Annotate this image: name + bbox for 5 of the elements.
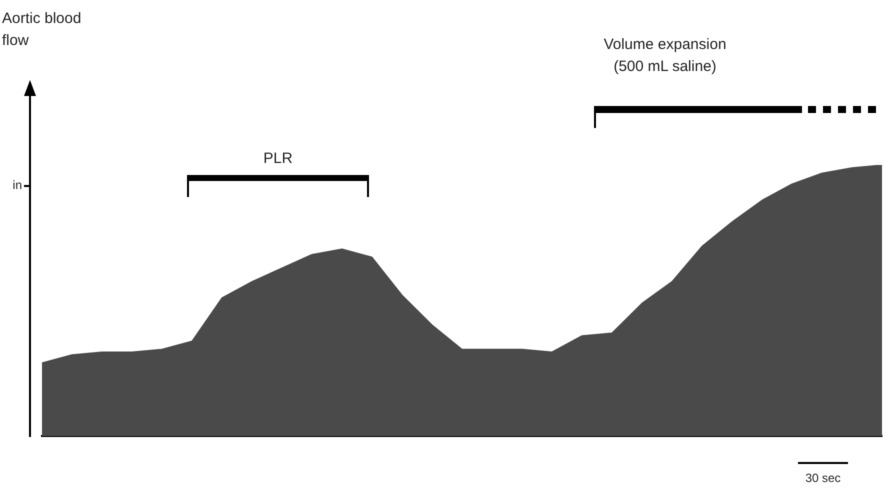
text: Volume expansion (500 mL saline) xyxy=(602,35,728,77)
text: Aortic blood flow xyxy=(2,9,82,51)
text: in xyxy=(12,177,22,194)
annotation: PLR xyxy=(262,149,294,169)
text: 30 sec xyxy=(804,470,842,487)
